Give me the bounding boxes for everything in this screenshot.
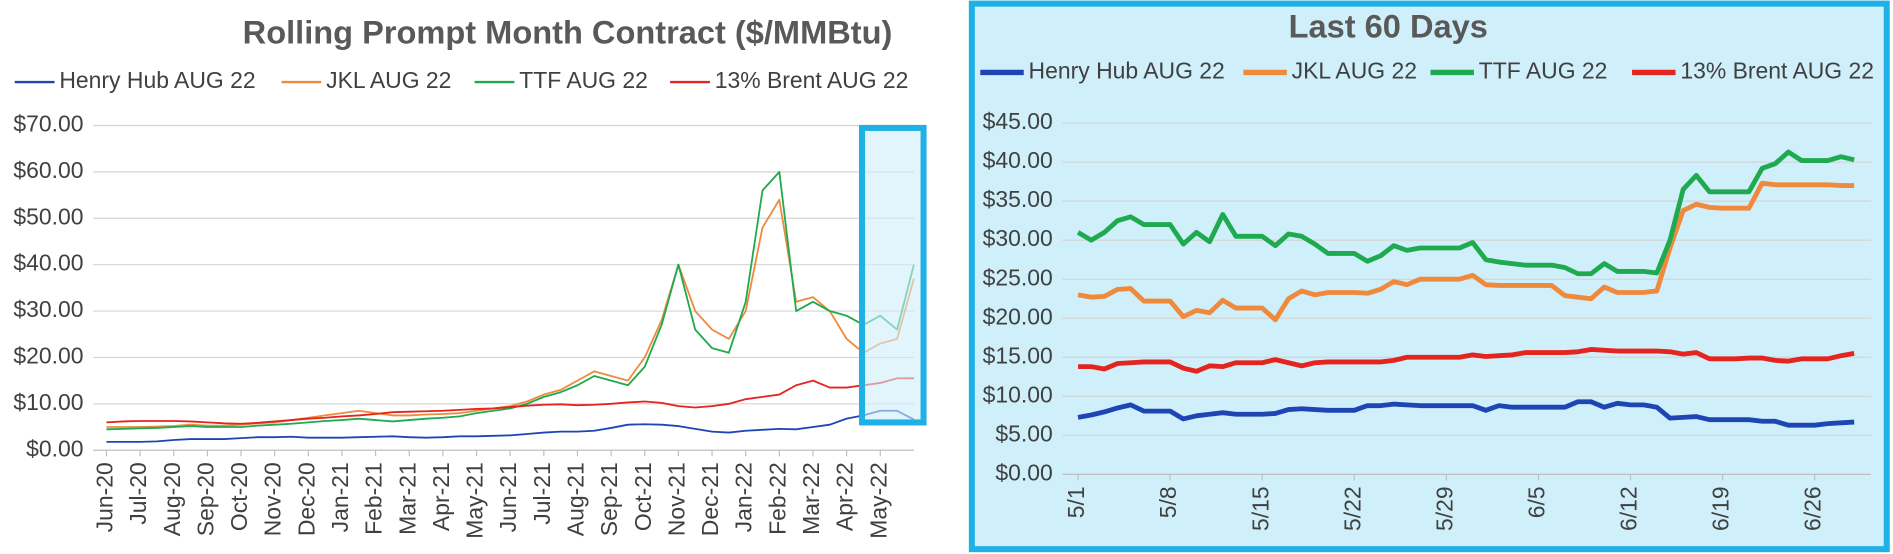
y-tick-label: $45.00 xyxy=(983,108,1053,134)
x-tick-label: Sep-21 xyxy=(596,462,622,536)
legend-label: 13% Brent AUG 22 xyxy=(1680,57,1874,83)
series-line xyxy=(1078,347,1855,374)
series-line xyxy=(106,377,914,425)
x-tick-label: Nov-21 xyxy=(663,462,689,536)
series-line xyxy=(106,171,915,431)
x-tick-label: 6/26 xyxy=(1800,486,1826,531)
x-tick-label: Dec-21 xyxy=(697,462,723,536)
y-tick-label: $10.00 xyxy=(13,389,83,415)
x-tick-label: 6/5 xyxy=(1524,486,1550,518)
x-tick-label: Jul-21 xyxy=(529,462,555,524)
y-tick-label: $5.00 xyxy=(995,420,1052,446)
panel-background xyxy=(968,0,1890,553)
x-tick-label: Jun-21 xyxy=(495,462,521,532)
x-tick-label: 5/8 xyxy=(1155,486,1181,518)
x-tick-label: Nov-20 xyxy=(260,462,286,536)
y-tick-label: $15.00 xyxy=(983,342,1053,368)
legend-label: Henry Hub AUG 22 xyxy=(59,67,255,93)
x-tick-label: Jan-21 xyxy=(327,462,353,532)
x-tick-label: Jan-22 xyxy=(731,462,757,532)
legend-label: Henry Hub AUG 22 xyxy=(1029,57,1225,83)
y-tick-label: $25.00 xyxy=(983,264,1053,290)
series-line xyxy=(106,409,915,443)
y-tick-label: $35.00 xyxy=(983,186,1053,212)
legend-label: TTF AUG 22 xyxy=(519,67,648,93)
x-tick-label: Sep-20 xyxy=(192,462,218,536)
x-tick-label: Dec-20 xyxy=(293,462,319,536)
x-tick-label: Feb-22 xyxy=(764,462,790,535)
chart-title: Rolling Prompt Month Contract ($/MMBtu) xyxy=(243,14,893,50)
x-tick-label: Apr-22 xyxy=(832,462,858,531)
legend-label: JKL AUG 22 xyxy=(1292,57,1417,83)
series-line xyxy=(1077,180,1855,323)
y-tick-label: $10.00 xyxy=(983,381,1053,407)
x-tick-label: Jun-20 xyxy=(92,462,118,532)
highlight-box xyxy=(858,124,927,426)
x-tick-label: Jul-20 xyxy=(125,462,151,524)
y-tick-label: $30.00 xyxy=(983,225,1053,251)
x-tick-label: Aug-20 xyxy=(159,462,185,536)
y-tick-label: $50.00 xyxy=(13,203,83,229)
series-line xyxy=(1077,399,1855,428)
y-tick-label: $40.00 xyxy=(983,147,1053,173)
y-tick-label: $70.00 xyxy=(13,111,83,137)
x-tick-label: Apr-21 xyxy=(428,462,454,531)
legend-label: JKL AUG 22 xyxy=(326,67,451,93)
y-tick-label: $0.00 xyxy=(995,459,1052,485)
x-tick-label: 5/29 xyxy=(1431,486,1457,531)
x-tick-label: May-21 xyxy=(462,462,488,538)
y-tick-label: $0.00 xyxy=(26,435,83,461)
series-line xyxy=(106,198,915,428)
x-tick-label: 5/22 xyxy=(1339,486,1365,531)
x-tick-label: Feb-21 xyxy=(361,462,387,535)
y-tick-label: $40.00 xyxy=(13,250,83,276)
y-tick-label: $30.00 xyxy=(13,296,83,322)
x-tick-label: May-22 xyxy=(865,462,891,538)
x-tick-label: Aug-21 xyxy=(563,462,589,536)
y-tick-label: $20.00 xyxy=(13,342,83,368)
x-tick-label: 5/15 xyxy=(1247,486,1273,531)
x-tick-label: Oct-21 xyxy=(630,462,656,531)
x-tick-label: 5/1 xyxy=(1063,486,1089,518)
x-tick-label: Mar-21 xyxy=(394,462,420,535)
x-tick-label: Oct-20 xyxy=(226,462,252,531)
x-tick-label: 6/12 xyxy=(1616,486,1642,531)
x-tick-label: Mar-22 xyxy=(798,462,824,535)
x-tick-label: 6/19 xyxy=(1708,486,1734,531)
chart-title: Last 60 Days xyxy=(1289,8,1488,44)
series-line xyxy=(1076,149,1855,277)
y-tick-label: $60.00 xyxy=(13,157,83,183)
legend-label: 13% Brent AUG 22 xyxy=(715,67,909,93)
legend-label: TTF AUG 22 xyxy=(1479,57,1608,83)
y-tick-label: $20.00 xyxy=(983,303,1053,329)
